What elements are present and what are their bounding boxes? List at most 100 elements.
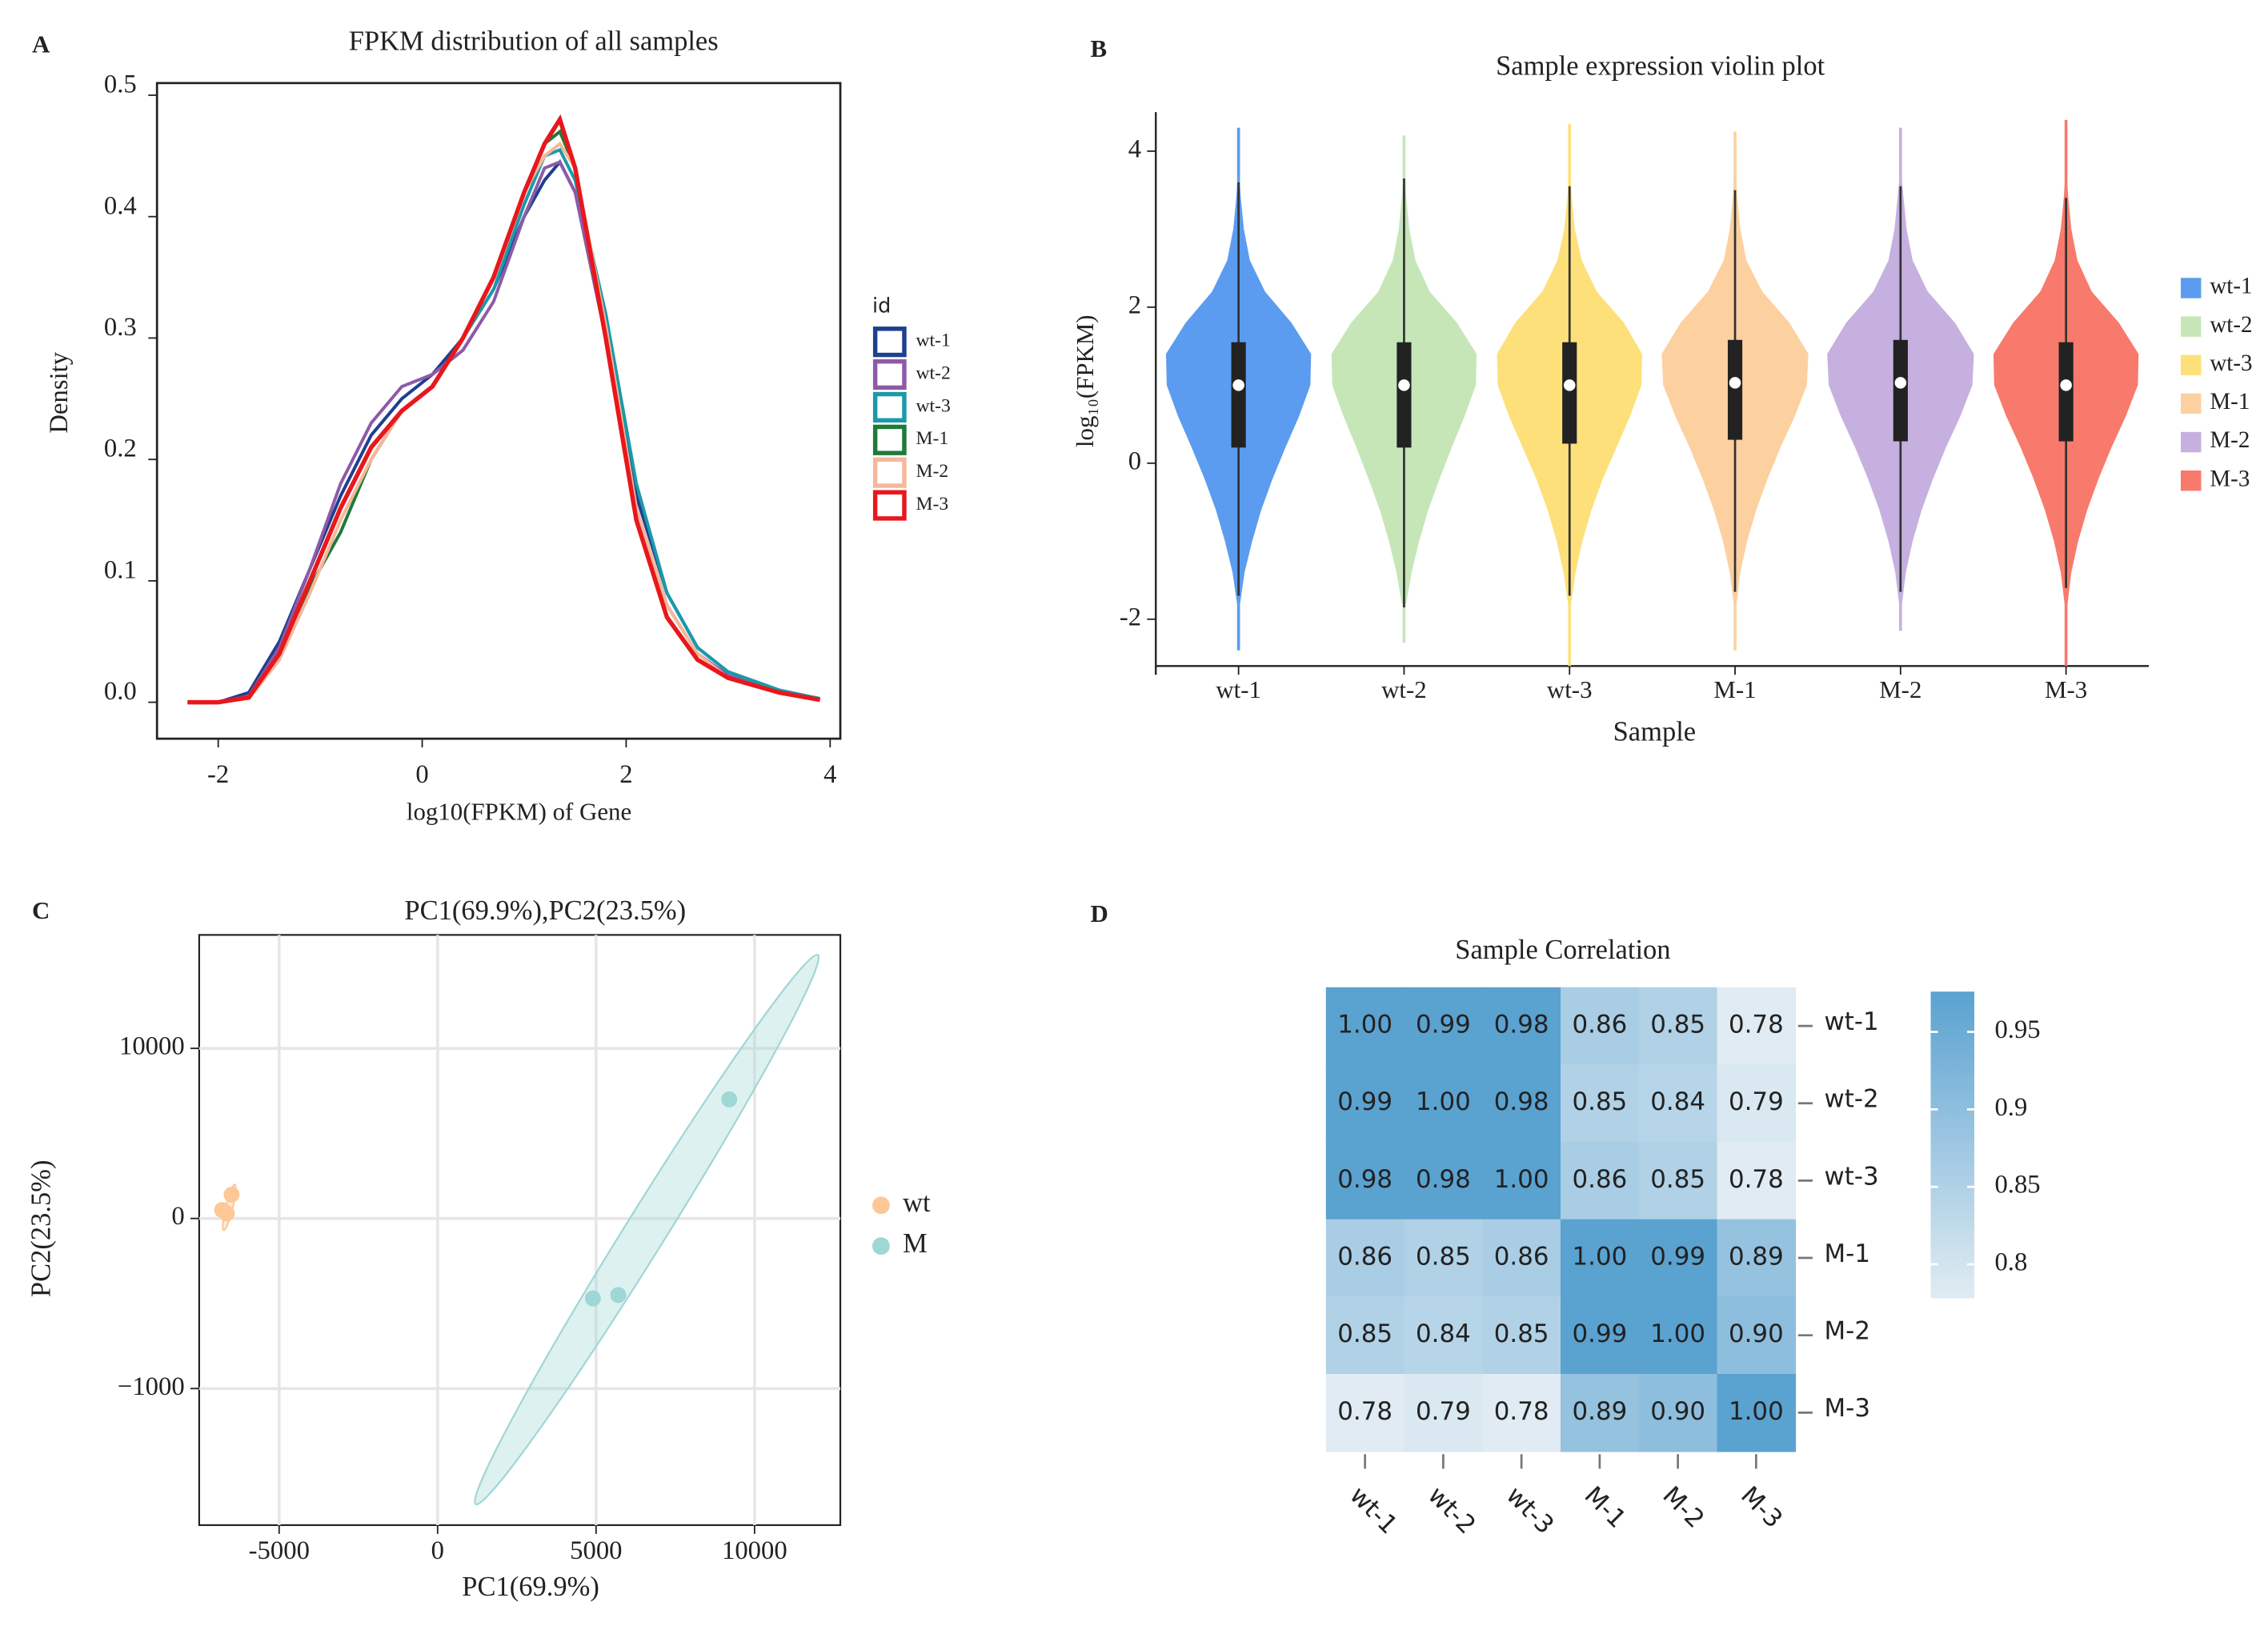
point — [721, 1091, 738, 1107]
cell-label: 1.00 — [1337, 1011, 1392, 1039]
x-tick-label: 0 — [415, 760, 428, 789]
y-tick-label: -2 — [1120, 603, 1141, 631]
heatmap-cell — [1404, 1064, 1484, 1143]
panel-label: C — [32, 896, 50, 924]
cell-label: 0.98 — [1494, 1087, 1549, 1116]
colorbar-label: 0.95 — [1994, 1015, 2040, 1044]
cell-label: 0.84 — [1650, 1087, 1705, 1116]
y-tick-label: −1000 — [118, 1372, 185, 1401]
col-label: M-1 — [1579, 1481, 1632, 1534]
legend-title: id — [872, 294, 891, 318]
row-label: wt-1 — [1825, 1007, 1879, 1036]
cell-label: 0.78 — [1729, 1165, 1784, 1194]
legend-label: M-3 — [916, 494, 948, 515]
iqr-box — [1727, 339, 1743, 440]
heatmap-cell — [1325, 1374, 1405, 1452]
heatmap-cell — [1638, 987, 1718, 1066]
heatmap-cell — [1717, 987, 1797, 1066]
row-label: wt-3 — [1825, 1162, 1879, 1191]
legend-swatch — [872, 358, 907, 390]
x-tick-label: 0 — [431, 1536, 444, 1565]
density-line — [187, 114, 821, 705]
plot-frame — [198, 934, 842, 1527]
confidence-ellipse — [474, 953, 820, 1506]
iqr-box — [1231, 342, 1246, 448]
point — [584, 1290, 601, 1307]
y-tick-label: 0 — [1128, 447, 1141, 475]
col-label: wt-3 — [1501, 1481, 1560, 1540]
panel-label: A — [32, 30, 50, 58]
cell-label: 0.98 — [1416, 1165, 1471, 1194]
heatmap-cell — [1638, 1296, 1718, 1375]
cell-label: 0.85 — [1650, 1165, 1705, 1194]
y-tick-label: 2 — [1128, 290, 1141, 319]
density-line — [187, 141, 820, 704]
legend-swatch — [2181, 354, 2202, 375]
cell-label: 1.00 — [1573, 1243, 1628, 1272]
median — [1729, 377, 1741, 389]
x-tick-label: wt-3 — [1547, 675, 1593, 703]
cell-label: 0.99 — [1573, 1320, 1628, 1348]
cell-label: 0.99 — [1650, 1243, 1705, 1272]
legend-swatch — [2181, 470, 2202, 491]
row-label: M-1 — [1825, 1240, 1870, 1268]
heatmap-cell — [1325, 1142, 1405, 1220]
legend-swatch — [2181, 316, 2202, 337]
legend-marker — [872, 1237, 890, 1256]
chart-title: FPKM distribution of all samples — [349, 26, 719, 57]
col-label: M-3 — [1735, 1481, 1788, 1534]
legend-label: wt-1 — [2210, 274, 2252, 299]
legend-label: M-2 — [2210, 427, 2250, 453]
cell-label: 0.98 — [1494, 1011, 1549, 1039]
cell-label: 0.78 — [1729, 1011, 1784, 1039]
y-tick-label: 0 — [171, 1202, 184, 1231]
legend-label: M-1 — [916, 428, 948, 449]
y-tick-label: 0.5 — [104, 70, 137, 99]
cell-label: 0.79 — [1416, 1397, 1471, 1426]
col-label: M-2 — [1657, 1481, 1709, 1534]
x-axis-label: Sample — [1613, 717, 1696, 747]
cell-label: 0.86 — [1573, 1011, 1628, 1039]
heatmap-cell — [1404, 1219, 1484, 1298]
cell-label: 0.79 — [1729, 1087, 1784, 1116]
y-tick-label: 10000 — [119, 1032, 185, 1061]
cell-label: 0.86 — [1573, 1165, 1628, 1194]
heatmap-cell — [1638, 1219, 1718, 1298]
cell-label: 0.90 — [1729, 1320, 1784, 1348]
point — [610, 1287, 627, 1304]
cell-label: 0.90 — [1650, 1397, 1705, 1426]
legend-swatch — [872, 391, 907, 423]
legend-label: wt-1 — [916, 330, 950, 351]
legend-swatch — [872, 424, 907, 455]
legend-label: wt-3 — [916, 395, 950, 416]
iqr-box — [1396, 342, 1412, 448]
heatmap-cell — [1482, 1296, 1561, 1375]
legend-label: M-3 — [2210, 466, 2250, 491]
heatmap-cell — [1638, 1064, 1718, 1143]
heatmap-cell — [1717, 1374, 1797, 1452]
colorbar-label: 0.8 — [1994, 1248, 2027, 1276]
x-tick-label: -2 — [207, 760, 229, 789]
y-axis-label: PC2(23.5%) — [26, 1160, 56, 1298]
plot-frame — [155, 82, 842, 740]
median — [2060, 379, 2072, 391]
iqr-box — [2058, 342, 2074, 442]
heatmap-cell — [1561, 1064, 1640, 1143]
heatmap-cell — [1482, 987, 1561, 1066]
row-label: M-2 — [1825, 1317, 1870, 1346]
heatmap-cell — [1717, 1296, 1797, 1375]
col-label: wt-1 — [1344, 1481, 1403, 1540]
density-line — [187, 147, 820, 704]
cell-label: 0.85 — [1337, 1320, 1392, 1348]
y-tick-label: 0.2 — [104, 435, 137, 463]
heatmap-cell — [1717, 1219, 1797, 1298]
cell-label: 0.99 — [1416, 1011, 1471, 1039]
y-tick-label: 4 — [1128, 134, 1141, 163]
cell-label: 0.85 — [1573, 1087, 1628, 1116]
panel-label: B — [1090, 34, 1107, 62]
iqr-box — [1893, 339, 1908, 442]
cell-label: 0.86 — [1337, 1243, 1392, 1272]
cell-label: 0.85 — [1494, 1320, 1549, 1348]
